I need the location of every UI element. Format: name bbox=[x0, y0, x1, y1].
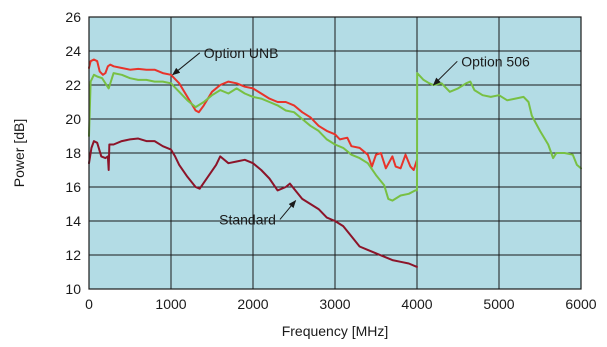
series-line-option-unb bbox=[88, 58, 418, 171]
y-axis-title: Power [dB] bbox=[11, 119, 27, 187]
y-tick-label: 18 bbox=[65, 145, 81, 161]
y-tick-label: 22 bbox=[65, 77, 81, 93]
annotation-arrow bbox=[172, 52, 201, 76]
y-tick-label: 12 bbox=[65, 247, 81, 263]
series-line-standard bbox=[88, 137, 418, 268]
plot-frame bbox=[88, 16, 582, 290]
series-lines bbox=[88, 58, 582, 268]
x-axis-title: Frequency [MHz] bbox=[282, 323, 389, 339]
x-tick-label: 4000 bbox=[401, 296, 432, 312]
y-axis-ticks: 10 12 14 16 18 20 22 24 26 bbox=[65, 9, 81, 297]
x-tick-label: 0 bbox=[85, 296, 93, 312]
x-tick-label: 6000 bbox=[565, 296, 596, 312]
annotations: Option UNB Option 506 Standard bbox=[172, 45, 530, 227]
annotation-label: Standard bbox=[219, 211, 276, 227]
y-tick-label: 24 bbox=[65, 43, 81, 59]
grid bbox=[89, 17, 581, 289]
series-line-option-506 bbox=[88, 72, 582, 202]
annotation-label: Option UNB bbox=[204, 45, 279, 61]
y-tick-label: 26 bbox=[65, 9, 81, 25]
x-tick-label: 5000 bbox=[483, 296, 514, 312]
x-axis-ticks: 0 1000 2000 3000 4000 5000 6000 bbox=[85, 296, 597, 312]
y-tick-label: 20 bbox=[65, 111, 81, 127]
x-tick-label: 3000 bbox=[319, 296, 350, 312]
annotation-arrow bbox=[279, 199, 297, 220]
annotation-label: Option 506 bbox=[461, 53, 530, 69]
x-tick-label: 1000 bbox=[155, 296, 186, 312]
y-tick-label: 10 bbox=[65, 281, 81, 297]
x-tick-label: 2000 bbox=[237, 296, 268, 312]
annotation-arrow bbox=[432, 60, 458, 86]
y-tick-label: 16 bbox=[65, 179, 81, 195]
y-tick-label: 14 bbox=[65, 213, 81, 229]
